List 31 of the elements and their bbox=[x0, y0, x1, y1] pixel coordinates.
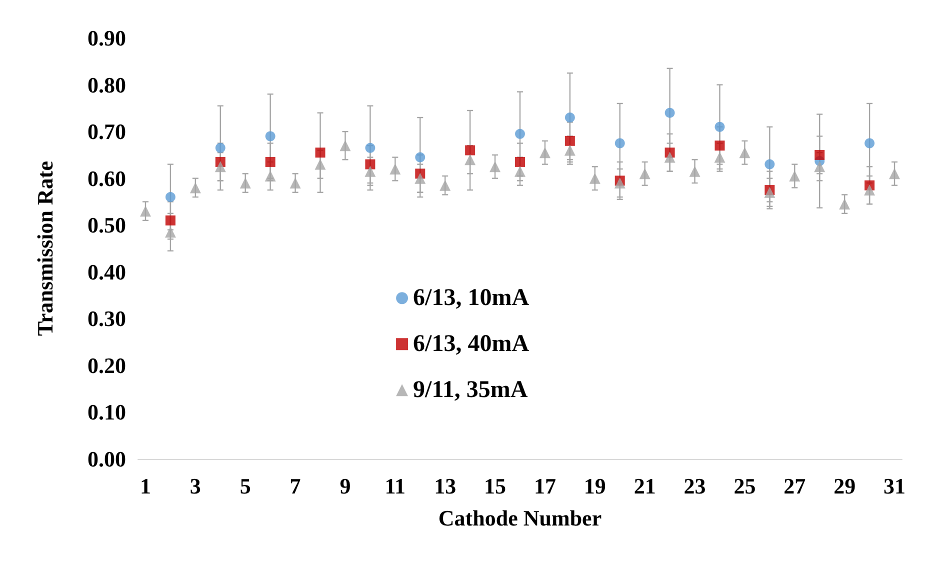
x-tick-label: 11 bbox=[384, 474, 406, 498]
x-tick-label: 7 bbox=[290, 474, 301, 498]
x-tick-label: 3 bbox=[190, 474, 201, 498]
legend-label: 6/13, 10mA bbox=[413, 285, 530, 312]
x-tick-label: 21 bbox=[634, 474, 656, 498]
y-tick-label: 0.90 bbox=[88, 26, 126, 50]
x-tick-label: 1 bbox=[140, 474, 151, 498]
x-tick-label: 31 bbox=[884, 474, 906, 498]
x-tick-label: 5 bbox=[240, 474, 251, 498]
y-tick-label: 0.80 bbox=[88, 72, 126, 98]
x-axis-title: Cathode Number bbox=[438, 506, 602, 530]
y-tick-label: 0.20 bbox=[88, 352, 126, 378]
y-tick-label: 0.40 bbox=[88, 259, 126, 284]
y-tick-label: 0.70 bbox=[88, 119, 126, 144]
x-tick-label: 25 bbox=[734, 474, 756, 498]
y-tick-label: 0.00 bbox=[88, 446, 126, 472]
x-tick-label: 29 bbox=[834, 474, 856, 498]
x-tick-label: 27 bbox=[784, 474, 806, 498]
x-tick-label: 15 bbox=[484, 474, 506, 498]
y-tick-label: 0.30 bbox=[88, 306, 126, 332]
y-tick-label: 0.50 bbox=[88, 212, 126, 238]
x-tick-label: 13 bbox=[434, 474, 456, 498]
x-tick-label: 17 bbox=[534, 474, 556, 498]
x-tick-label: 19 bbox=[584, 474, 606, 498]
x-tick-label: 23 bbox=[684, 474, 706, 498]
legend-label: 6/13, 40mA bbox=[413, 331, 530, 358]
y-axis-title: Transmission Rate bbox=[32, 160, 58, 336]
y-tick-label: 0.60 bbox=[88, 166, 126, 191]
legend-label: 9/11, 35mA bbox=[413, 377, 528, 404]
x-tick-label: 9 bbox=[340, 474, 351, 498]
y-tick-label: 0.10 bbox=[88, 400, 126, 425]
